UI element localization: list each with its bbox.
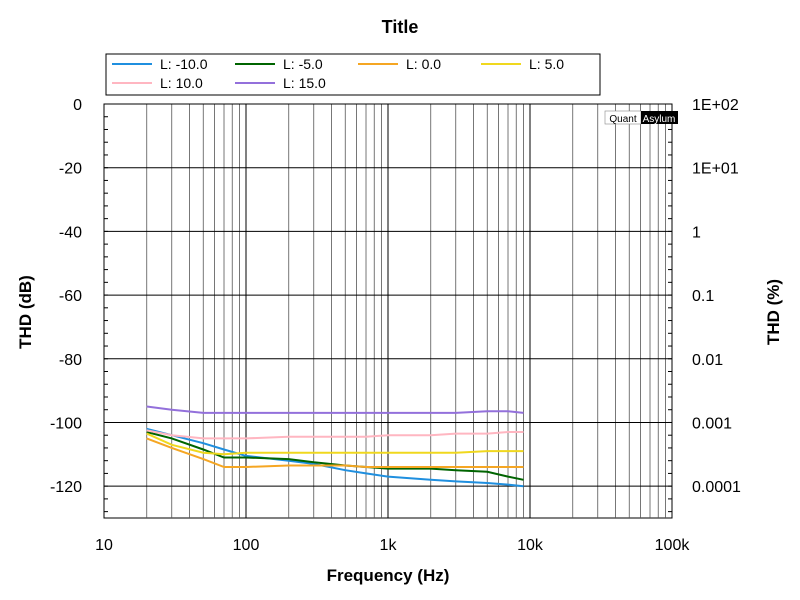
y2-tick-label: 0.01 <box>692 352 723 369</box>
y-axis-label: THD (dB) <box>16 275 35 349</box>
y-tick-label: -120 <box>50 479 82 496</box>
axis-ticks: 0 -20 -40 -60 -80 -100 -120 1E+02 1E+01 1 0.1 0.01 0… <box>50 97 741 554</box>
legend: L: -10.0 L: -5.0 L: 0.0 L: 5.0 L: 10.0 L: 15.… <box>105 53 601 96</box>
legend-box <box>105 53 601 96</box>
y-tick-label: -100 <box>50 415 82 432</box>
y-tick-label: -40 <box>59 224 82 241</box>
x-tick-label: 100 <box>233 537 260 554</box>
legend-label: L: 0.0 <box>406 56 441 72</box>
y-tick-label: -20 <box>59 161 82 178</box>
series-line <box>146 405 524 414</box>
series-line <box>146 427 524 488</box>
y2-tick-label: 1 <box>692 224 701 241</box>
watermark-logo: Quant Asylum <box>604 110 678 125</box>
series-line <box>146 432 524 456</box>
legend-label: L: -5.0 <box>283 56 323 72</box>
legend-label: L: 15.0 <box>283 75 326 91</box>
y2-tick-label: 0.1 <box>692 288 714 305</box>
chart-title: Title <box>382 17 419 37</box>
legend-label: L: 5.0 <box>529 56 564 72</box>
watermark-text-1: Quant <box>609 114 636 125</box>
legend-label: L: -10.0 <box>160 56 208 72</box>
series-line <box>146 437 524 468</box>
x-tick-label: 10 <box>95 537 113 554</box>
grid <box>103 103 673 519</box>
x-axis-label: Frequency (Hz) <box>327 566 450 585</box>
y2-tick-label: 0.0001 <box>692 479 741 496</box>
x-tick-label: 10k <box>517 537 544 554</box>
y2-tick-label: 1E+02 <box>692 97 739 114</box>
y2-axis-label: THD (%) <box>764 279 783 345</box>
x-tick-label: 100k <box>655 537 691 554</box>
y-tick-label: -80 <box>59 352 82 369</box>
watermark-right-box <box>641 111 678 124</box>
y-tick-label: -60 <box>59 288 82 305</box>
series-line <box>146 429 524 440</box>
series-lines <box>146 405 524 488</box>
x-tick-label: 1k <box>380 537 398 554</box>
y2-tick-label: 1E+01 <box>692 161 739 178</box>
y2-tick-label: 0.001 <box>692 415 732 432</box>
y-tick-label: 0 <box>73 97 82 114</box>
legend-label: L: 10.0 <box>160 75 203 91</box>
watermark-text-2: Asylum <box>643 114 676 125</box>
